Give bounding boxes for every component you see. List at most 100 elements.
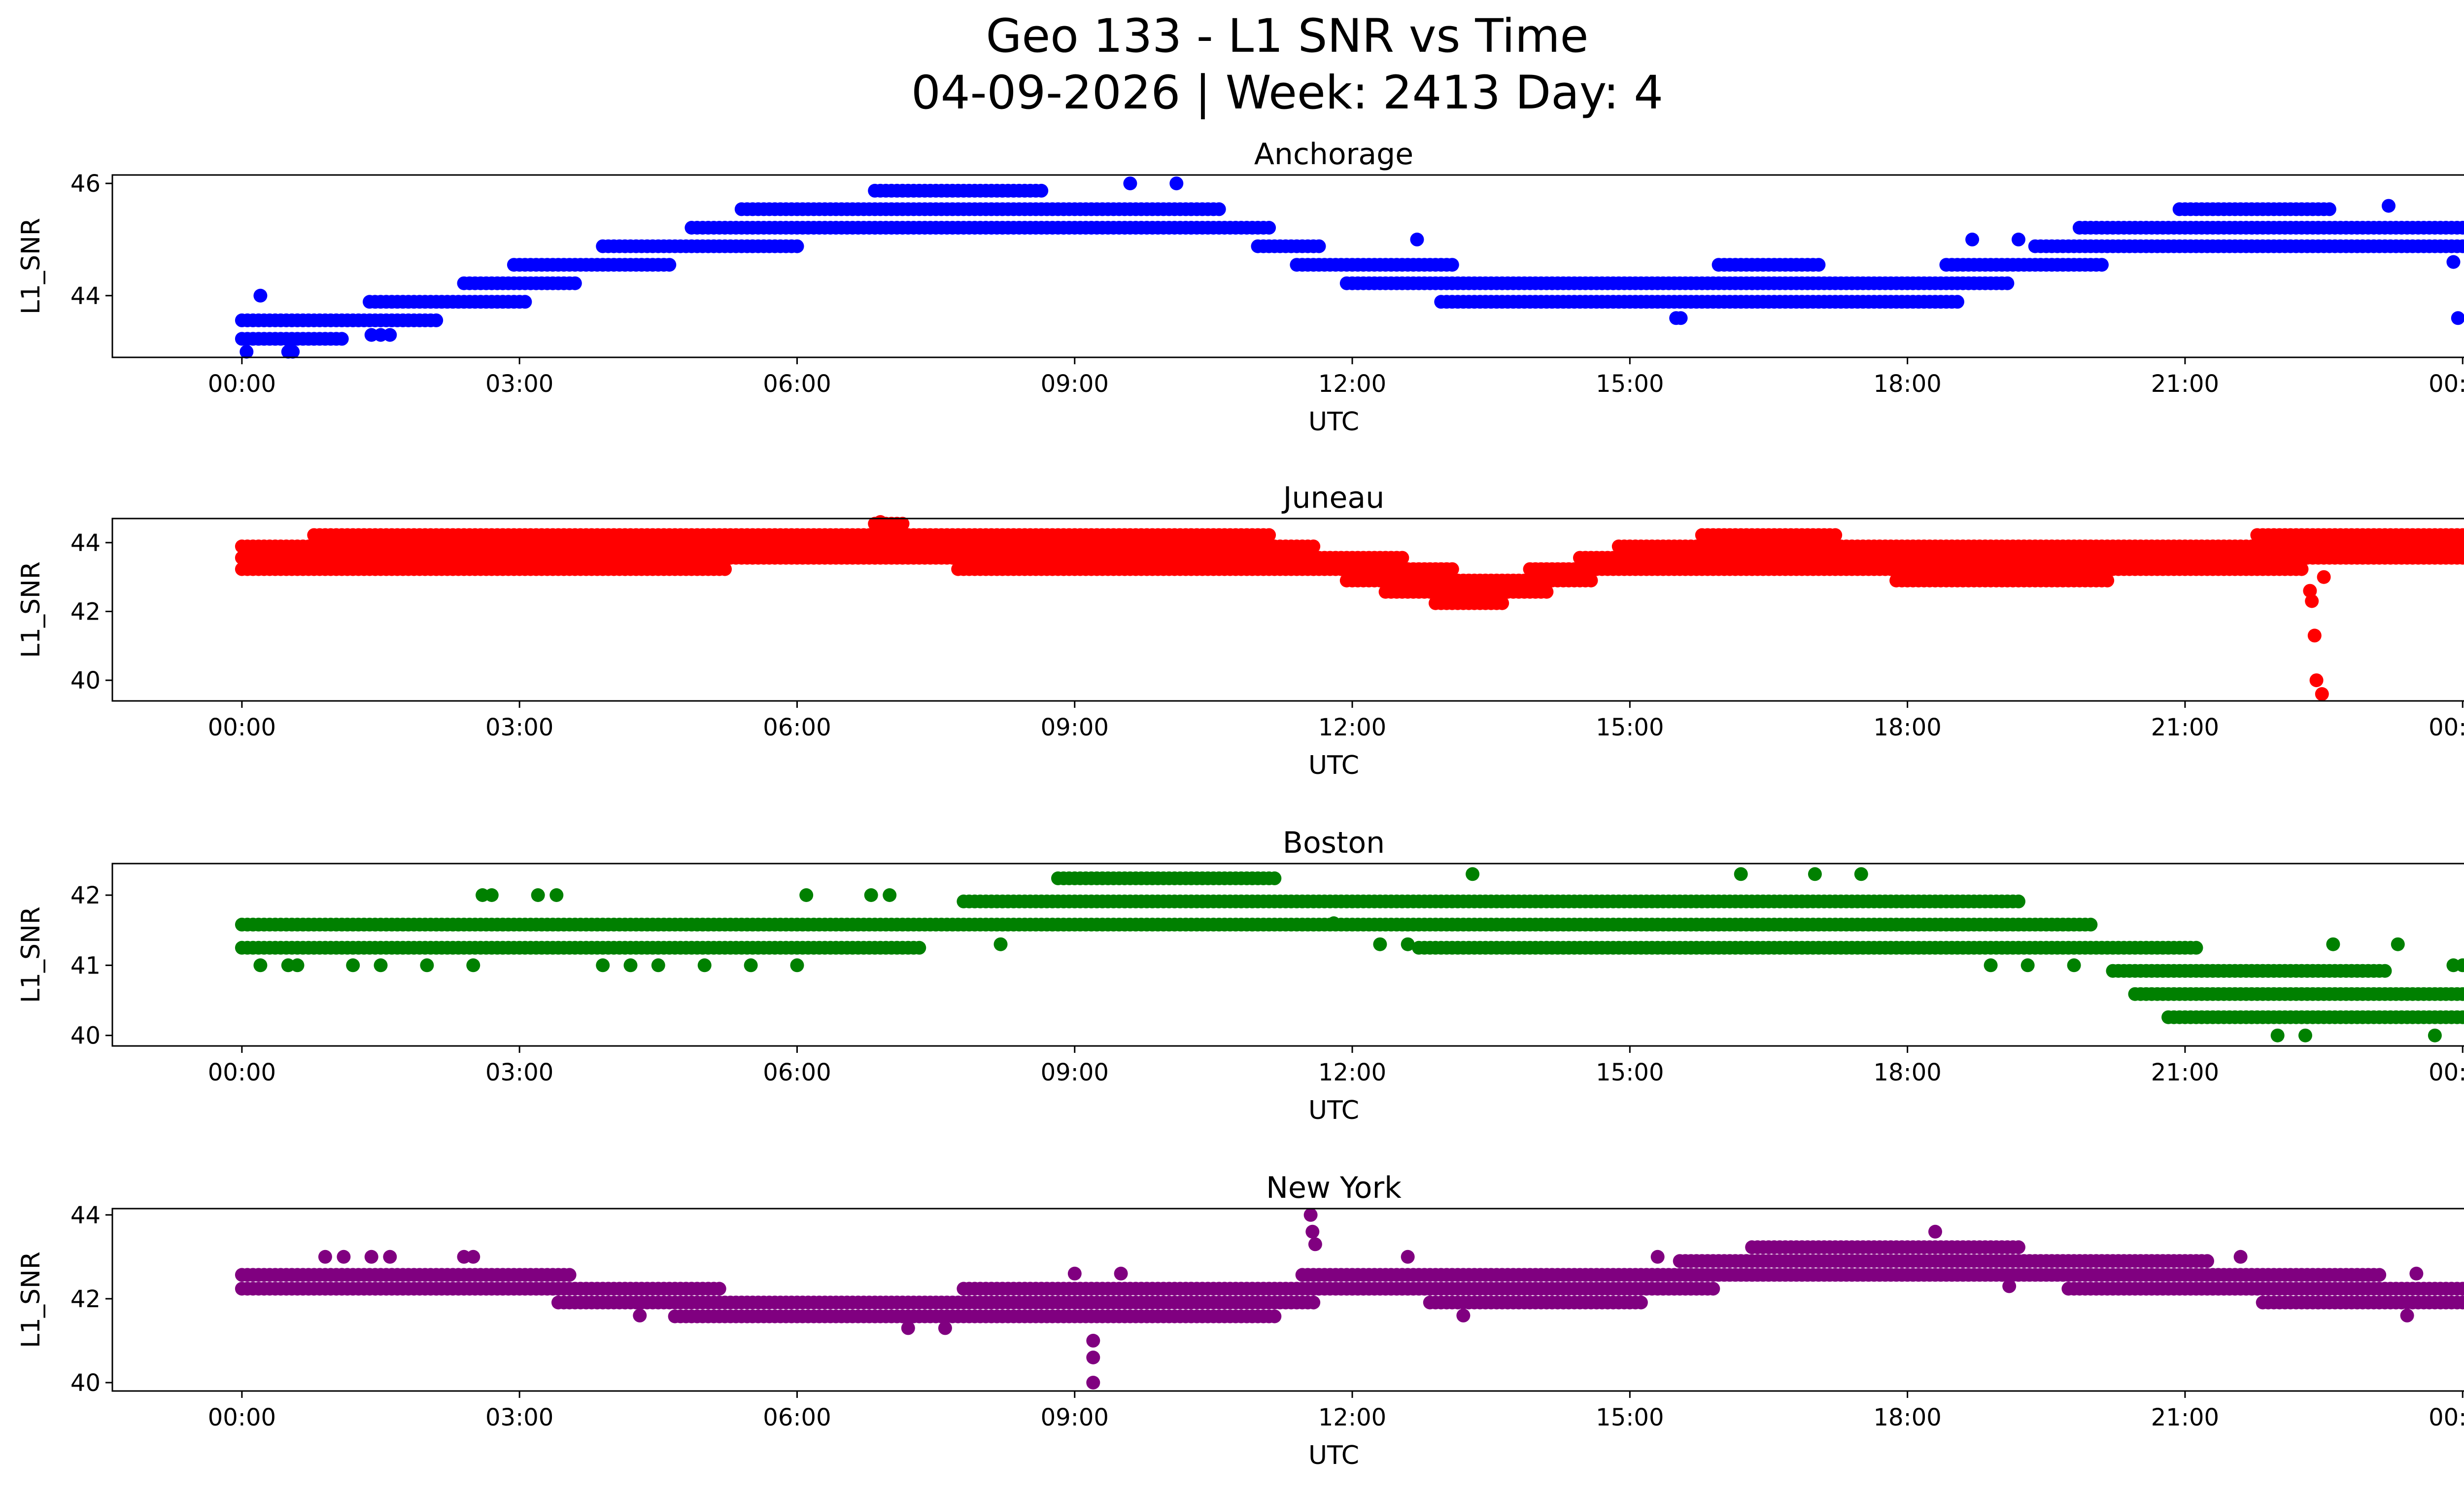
data-point-outlier <box>2305 594 2319 608</box>
x-tick-label: 12:00 <box>1318 370 1386 398</box>
x-tick-label: 09:00 <box>1041 1059 1109 1086</box>
data-point-outlier <box>346 958 360 973</box>
subplots: Anchorage 00:00 03:00 06:00 09:00 12:00 15:00 1… <box>16 137 2464 1470</box>
data-point-outlier <box>938 1321 952 1335</box>
data-point <box>718 562 732 576</box>
data-point-outlier <box>993 937 1008 951</box>
data-point-outlier <box>1169 176 1184 191</box>
x-tick-label: 09:00 <box>1041 1404 1109 1431</box>
y-tick-label: 42 <box>70 882 101 909</box>
data-point-outlier <box>1086 1333 1100 1348</box>
data-point-outlier <box>1086 1351 1100 1364</box>
x-tick-label: 00:00 <box>208 714 276 741</box>
data-point <box>2456 987 2464 1001</box>
subplot-anchorage: Anchorage 00:00 03:00 06:00 09:00 12:00 15:00 1… <box>16 137 2464 437</box>
x-tick-label: 21:00 <box>2151 1059 2219 1086</box>
data-point <box>2100 573 2115 588</box>
data-point <box>1267 1309 1282 1323</box>
data-point <box>2456 1010 2464 1024</box>
data-point-outlier <box>290 958 305 973</box>
data-point-outlier <box>864 888 878 902</box>
x-tick-label: 09:00 <box>1041 370 1109 398</box>
data-point <box>335 332 349 346</box>
data-point-outlier <box>2067 958 2081 973</box>
scatter-points-new-york <box>235 1208 2464 1390</box>
x-tick-label: 06:00 <box>763 370 831 398</box>
data-point-outlier <box>337 1250 351 1264</box>
data-point-outlier <box>2317 570 2331 584</box>
figure-title-line1: Geo 133 - L1 SNR vs Time <box>986 9 1589 63</box>
y-tick-label: 44 <box>70 1202 101 1229</box>
data-point <box>790 239 804 253</box>
data-point <box>568 276 582 290</box>
data-point-outlier <box>466 1250 480 1264</box>
data-point-outlier <box>2391 937 2405 951</box>
x-tick-label: 15:00 <box>1596 1404 1664 1431</box>
data-point-outlier <box>1650 1250 1665 1264</box>
y-axis-label-boston: L1_SNR <box>16 906 46 1003</box>
data-point <box>1395 551 1409 565</box>
data-point <box>2189 940 2203 955</box>
data-point-outlier <box>2382 199 2396 213</box>
data-point-outlier <box>790 958 804 973</box>
x-tick-label: 15:00 <box>1596 714 1664 741</box>
data-point-outlier <box>2400 1308 2414 1322</box>
data-point-outlier <box>1327 916 1341 930</box>
data-point-outlier <box>2020 958 2035 973</box>
data-point-outlier <box>531 888 545 902</box>
data-point-outlier <box>1808 867 1822 881</box>
axes-frame-juneau <box>111 518 2464 702</box>
data-point <box>2378 964 2392 978</box>
data-point-outlier <box>1308 1237 1322 1252</box>
data-point <box>2456 1282 2464 1296</box>
data-point <box>1312 239 1326 253</box>
data-point-outlier <box>799 888 814 902</box>
panel-title-anchorage: Anchorage <box>1254 137 1413 172</box>
x-axis-label-anchorage: UTC <box>1308 407 1359 437</box>
y-axis-label-juneau: L1_SNR <box>16 561 46 658</box>
data-point-outlier <box>240 345 254 359</box>
data-point <box>2372 1268 2387 1282</box>
data-point <box>2456 1295 2464 1310</box>
scatter-points-anchorage <box>235 176 2464 359</box>
x-tick-label: 00:00 <box>2429 714 2464 741</box>
x-tick-label: 21:00 <box>2151 1404 2219 1431</box>
data-point <box>2294 562 2309 576</box>
y-tick-label: 42 <box>70 1286 101 1313</box>
data-point-outlier <box>2002 1279 2017 1293</box>
scatter-points-juneau <box>235 515 2464 701</box>
x-axis-label-boston: UTC <box>1308 1096 1359 1125</box>
data-point <box>2456 239 2464 253</box>
data-point <box>1495 596 1509 610</box>
data-point-outlier <box>883 888 897 902</box>
scatter-points-boston <box>235 867 2464 1043</box>
x-tick-label: 03:00 <box>485 1404 553 1431</box>
data-point <box>1262 528 1276 542</box>
data-point-outlier <box>1401 937 1415 951</box>
data-point-outlier <box>1410 232 1424 246</box>
x-tick-label: 06:00 <box>763 1404 831 1431</box>
subplot-boston: Boston 00:00 03:00 06:00 09:00 12:00 15:00 18:0… <box>16 826 2464 1125</box>
data-point <box>2084 917 2098 932</box>
data-point-outlier <box>1854 867 1868 881</box>
y-tick-label: 42 <box>70 598 101 626</box>
data-point <box>2095 258 2109 272</box>
x-tick-label: 06:00 <box>763 714 831 741</box>
data-point-outlier <box>1466 867 1480 881</box>
x-tick-label: 21:00 <box>2151 714 2219 741</box>
data-point <box>1034 183 1049 198</box>
y-tick-label: 46 <box>70 170 101 198</box>
x-tick-label: 09:00 <box>1041 714 1109 741</box>
data-point-outlier <box>2456 958 2464 973</box>
data-point-outlier <box>697 958 712 973</box>
x-tick-label: 18:00 <box>1873 370 1941 398</box>
x-tick-label: 00:00 <box>208 370 276 398</box>
x-tick-label: 00:00 <box>208 1059 276 1086</box>
x-tick-label: 18:00 <box>1873 1059 1941 1086</box>
data-point <box>2456 551 2464 565</box>
subplot-new-york: New York 00:00 03:00 06:00 09:00 12:00 15:00 18… <box>16 1171 2464 1470</box>
data-point-outlier <box>2326 937 2340 951</box>
data-point-outlier <box>1674 311 1688 325</box>
data-point-outlier <box>318 1250 332 1264</box>
